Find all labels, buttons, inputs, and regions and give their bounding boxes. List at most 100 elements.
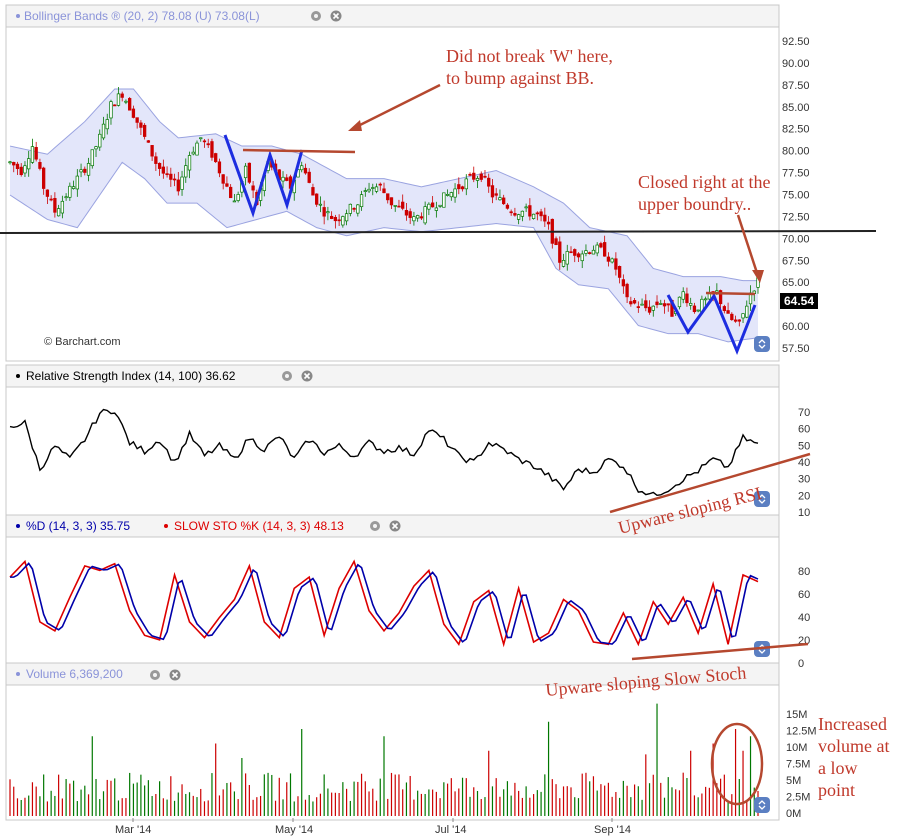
candlestick	[38, 158, 42, 171]
bollinger-upper-band	[9, 88, 758, 282]
candlestick	[281, 171, 285, 189]
stoch-k-line	[9, 559, 759, 648]
candlestick	[225, 176, 229, 188]
candlestick	[217, 158, 222, 178]
candlestick	[210, 138, 214, 161]
last-price-box	[780, 293, 818, 309]
candlestick	[53, 192, 57, 218]
volume-settings-icon[interactable]	[150, 670, 160, 680]
candlestick	[86, 157, 91, 182]
candlestick	[745, 300, 749, 319]
stoch-trendline	[631, 642, 809, 661]
candlestick	[23, 161, 27, 177]
candlestick	[614, 252, 618, 276]
arrow-to-upper-band	[736, 214, 764, 283]
candlestick	[251, 181, 255, 198]
candlestick	[229, 184, 233, 199]
stoch-close-icon[interactable]	[389, 520, 401, 532]
y-tick-label: 67.50	[782, 255, 810, 267]
candlestick	[599, 241, 603, 249]
rsi-title: Relative Strength Index (14, 100) 36.62	[26, 369, 236, 383]
candlestick	[90, 149, 94, 169]
annotation-volume-line2: volume at	[818, 736, 889, 756]
candlestick	[187, 151, 192, 179]
candlestick	[651, 305, 655, 317]
candlestick	[333, 214, 338, 229]
candlestick	[232, 193, 237, 203]
candlestick	[56, 204, 61, 217]
candlestick	[685, 287, 689, 307]
price-panel-header	[5, 4, 780, 28]
stoch-settings-icon[interactable]	[370, 521, 380, 531]
candlestick	[603, 235, 607, 257]
candlestick	[83, 166, 87, 176]
stoch-d-title: %D (14, 3, 3) 35.75	[26, 519, 130, 533]
candlestick	[19, 163, 23, 177]
candlestick	[509, 209, 513, 216]
last-price-label: 64.54	[784, 294, 814, 308]
volume-panel	[5, 662, 780, 821]
candlestick	[655, 295, 659, 309]
volume-close-icon[interactable]	[169, 669, 181, 681]
candlestick	[430, 196, 435, 208]
candlestick	[617, 265, 622, 284]
y-tick-label: 20	[798, 490, 810, 502]
stoch-d-line	[10, 562, 759, 645]
x-tick-label: Jul '14	[435, 824, 466, 836]
candlestick	[131, 105, 136, 119]
candlestick	[513, 207, 517, 217]
candlestick	[359, 190, 364, 211]
candlestick	[195, 140, 199, 156]
candlestick	[300, 161, 304, 173]
candlestick	[468, 172, 472, 177]
candlestick	[629, 296, 633, 307]
annotation-w-note-line2: to bump against BB.	[446, 68, 594, 88]
y-tick-label: 40	[798, 612, 810, 624]
candlestick	[389, 197, 394, 209]
candlestick	[621, 274, 626, 294]
candlestick	[154, 152, 158, 171]
candlestick	[610, 257, 614, 264]
candlestick	[247, 162, 252, 184]
candlestick	[180, 170, 184, 196]
rsi-settings-icon[interactable]	[282, 371, 292, 381]
candlestick	[647, 300, 652, 315]
price-scale-toggle-button[interactable]	[754, 336, 770, 352]
candlestick	[644, 294, 648, 312]
y-tick-label: 85.00	[782, 102, 810, 114]
candlestick	[307, 168, 311, 184]
support-line	[0, 230, 877, 234]
candlestick	[502, 194, 506, 205]
bb-close-icon[interactable]	[330, 10, 342, 22]
candlestick	[169, 167, 173, 187]
rsi-close-icon[interactable]	[301, 370, 313, 382]
candlestick	[142, 123, 147, 140]
y-tick-label: 72.50	[782, 211, 810, 223]
candlestick	[543, 207, 547, 227]
candlestick	[64, 193, 68, 201]
y-tick-label: 82.50	[782, 124, 810, 136]
candlestick	[139, 120, 143, 135]
volume-scale-toggle-button[interactable]	[754, 797, 770, 813]
candlestick	[34, 141, 38, 162]
candlestick	[659, 299, 663, 305]
candlestick	[569, 246, 573, 254]
candlestick	[457, 177, 461, 195]
candlestick	[636, 301, 640, 313]
candlestick	[12, 161, 16, 173]
candlestick	[472, 166, 476, 183]
volume-highlight-ellipse	[710, 722, 764, 806]
candlestick	[367, 182, 371, 194]
candlestick	[378, 182, 382, 191]
candlestick	[490, 178, 495, 204]
rsi-trendline	[609, 452, 811, 514]
bb-settings-icon[interactable]	[311, 11, 321, 21]
candlestick	[329, 211, 334, 220]
candlestick	[427, 202, 431, 216]
candlestick	[221, 174, 225, 190]
candlestick	[105, 113, 109, 135]
candlestick	[341, 215, 345, 228]
rsi-scale-toggle-button[interactable]	[754, 491, 770, 507]
candlestick	[741, 313, 745, 323]
candlestick	[565, 244, 569, 271]
